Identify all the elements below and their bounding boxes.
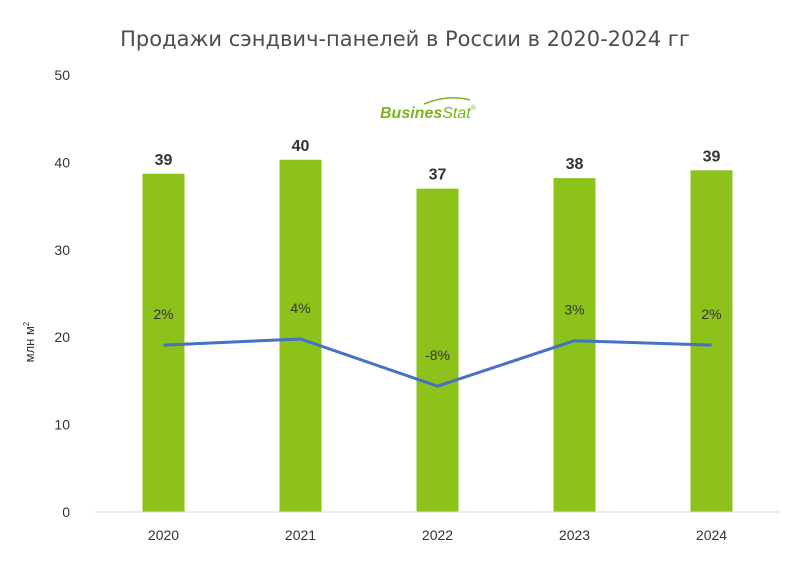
bar-2021	[279, 159, 322, 512]
y-tick-label: 50	[54, 67, 70, 83]
x-tick-label: 2023	[559, 527, 590, 543]
logo-text-part1: Busines	[380, 105, 442, 122]
growth-line	[163, 337, 712, 388]
x-axis-ticks: 2020 2021 2022 2023 2024	[148, 527, 727, 543]
x-tick-label: 2022	[422, 527, 453, 543]
x-tick-label: 2020	[148, 527, 179, 543]
bar-value-label: 39	[155, 152, 173, 169]
y-axis-label-superscript: 2	[22, 321, 31, 326]
x-tick-label: 2021	[285, 527, 316, 543]
bar-2022	[416, 188, 459, 512]
svg-text:BusinesStat®: BusinesStat®	[380, 104, 477, 122]
bar-2020	[142, 173, 185, 512]
bar-series: 39 40 37 38 39	[142, 138, 733, 513]
growth-label: -8%	[425, 347, 450, 363]
growth-label: 2%	[153, 306, 173, 322]
bar-value-label: 39	[703, 148, 721, 165]
y-axis-label: млн м2	[22, 321, 37, 362]
growth-label: 2%	[701, 306, 721, 322]
bar-value-label: 38	[566, 156, 584, 173]
logo-swoosh	[423, 97, 471, 105]
bar-value-label: 37	[429, 167, 447, 184]
y-tick-label: 40	[54, 154, 70, 170]
x-tick-label: 2024	[696, 527, 727, 543]
bar-value-label: 40	[292, 138, 310, 155]
bar-2024	[690, 170, 733, 513]
y-tick-label: 20	[54, 329, 70, 345]
line-series: 2% 4% -8% 3% 2%	[153, 300, 722, 388]
businesstat-logo: BusinesStat®	[380, 97, 477, 122]
y-axis-ticks: 0 10 20 30 40 50	[54, 67, 70, 520]
chart-title: Продажи сэндвич-панелей в России в 2020-…	[120, 27, 690, 51]
y-tick-label: 30	[54, 242, 70, 258]
y-tick-label: 0	[62, 504, 70, 520]
y-tick-label: 10	[54, 417, 70, 433]
growth-label: 4%	[290, 300, 310, 316]
logo-text-part2: Stat	[442, 105, 471, 122]
growth-label: 3%	[564, 302, 584, 318]
logo-registered-mark: ®	[471, 104, 477, 112]
